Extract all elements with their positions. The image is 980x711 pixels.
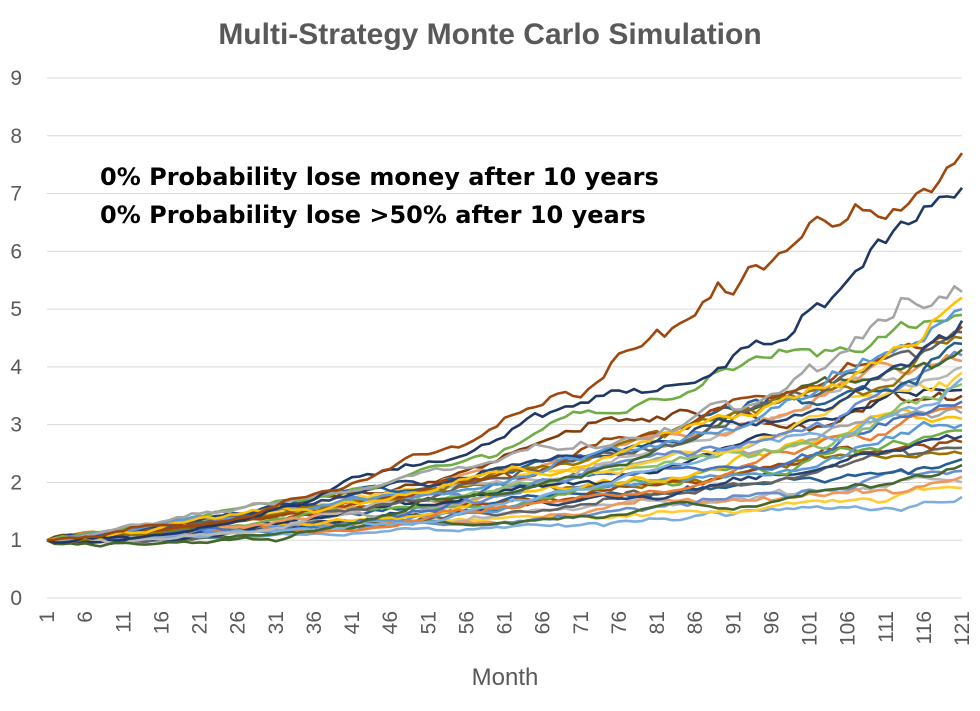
x-tick-116: 116 xyxy=(913,611,936,644)
annotation-lose-money: 0% Probability lose money after 10 years xyxy=(100,163,659,191)
x-axis-label: Month xyxy=(472,664,539,691)
x-tick-76: 76 xyxy=(608,611,631,634)
x-tick-21: 21 xyxy=(189,611,212,634)
x-tick-101: 101 xyxy=(799,611,822,646)
y-tick-9: 9 xyxy=(10,67,22,90)
y-axis-ticks: 0 1 2 3 4 5 6 7 8 9 xyxy=(10,67,22,610)
series-line-1 xyxy=(46,152,964,542)
y-tick-1: 1 xyxy=(10,529,22,552)
x-tick-1: 1 xyxy=(36,611,59,623)
annotation-lose-half: 0% Probability lose >50% after 10 years xyxy=(100,201,646,229)
x-tick-56: 56 xyxy=(455,611,478,634)
x-tick-41: 41 xyxy=(341,611,364,634)
x-tick-11: 11 xyxy=(112,611,135,633)
y-tick-0: 0 xyxy=(10,587,22,610)
series-line-12 xyxy=(46,348,963,548)
x-tick-31: 31 xyxy=(265,611,288,634)
x-tick-66: 66 xyxy=(532,611,555,634)
series-line-4 xyxy=(46,296,963,542)
x-tick-26: 26 xyxy=(227,611,250,634)
x-tick-36: 36 xyxy=(303,611,326,634)
x-axis-ticks: 1 6 11 16 21 26 31 36 41 46 51 56 61 66 71 76 81 86 91 96 10… xyxy=(36,611,974,646)
x-tick-96: 96 xyxy=(760,611,783,634)
series-line-11 xyxy=(47,341,963,543)
y-tick-2: 2 xyxy=(10,471,22,494)
gridlines xyxy=(47,77,962,599)
y-tick-7: 7 xyxy=(10,183,22,206)
x-tick-6: 6 xyxy=(74,611,97,623)
x-tick-111: 111 xyxy=(875,611,898,643)
x-tick-106: 106 xyxy=(837,611,860,646)
x-tick-61: 61 xyxy=(494,611,517,634)
y-tick-3: 3 xyxy=(10,414,22,437)
y-tick-8: 8 xyxy=(10,125,22,148)
y-tick-6: 6 xyxy=(10,240,22,263)
series-lines xyxy=(46,152,964,548)
series-line-3 xyxy=(46,284,963,542)
series-line-2 xyxy=(46,186,964,544)
x-tick-71: 71 xyxy=(570,611,593,634)
y-tick-5: 5 xyxy=(10,298,22,321)
series-line-17 xyxy=(46,377,963,542)
x-tick-86: 86 xyxy=(684,611,707,634)
series-line-7 xyxy=(46,320,964,542)
x-tick-16: 16 xyxy=(150,611,173,634)
x-tick-46: 46 xyxy=(379,611,402,634)
x-tick-51: 51 xyxy=(417,611,440,634)
x-tick-81: 81 xyxy=(646,611,669,634)
chart-title: Multi-Strategy Monte Carlo Simulation xyxy=(218,18,761,51)
y-tick-4: 4 xyxy=(10,356,22,379)
x-tick-121: 121 xyxy=(951,611,974,646)
x-tick-91: 91 xyxy=(722,611,745,634)
series-line-5 xyxy=(46,307,963,542)
